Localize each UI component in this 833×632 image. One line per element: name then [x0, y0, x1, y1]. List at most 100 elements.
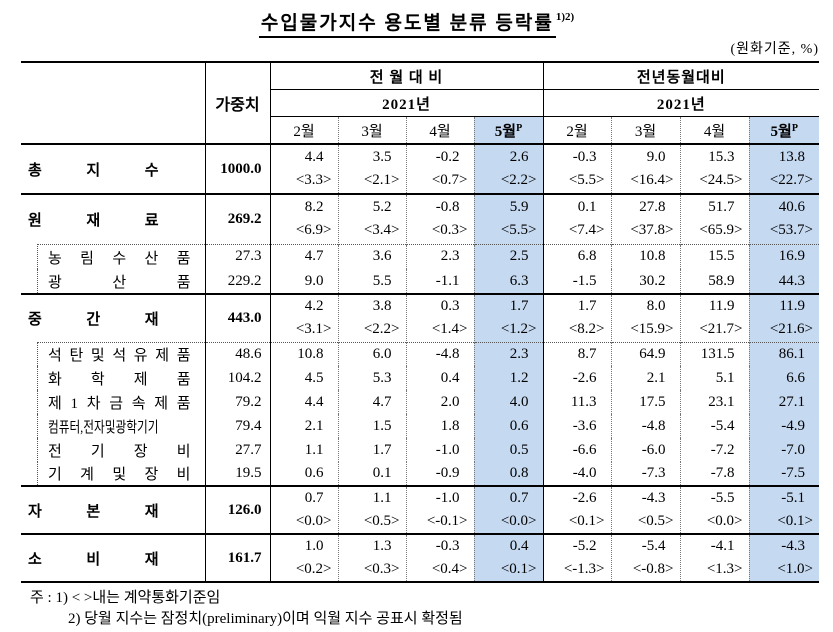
yoy-value-cell: -2.6 <0.1> [542, 485, 612, 534]
mom-value-cell: 5.2 <3.4> [337, 193, 406, 244]
mom-value-cell: -4.8 [405, 341, 474, 366]
percent-change-value: 58.9 [708, 272, 735, 289]
mom-value-cell: 3.5 <2.1> [337, 144, 406, 194]
percent-change-value: 1.0 [304, 538, 324, 554]
percent-change-value: 0.3 [440, 298, 460, 315]
month-header: 2월 [269, 116, 338, 145]
mom-value-cell: -1.0 [405, 438, 474, 462]
percent-change-value: 2.6 [509, 149, 529, 165]
yoy-value-cell: -1.5 [542, 269, 612, 294]
row-label-cell: 컴퓨터,전자및광학기기 [21, 414, 205, 438]
table-row: 석 탄 및 석 유 제 품 48.6 10.8 6.0 -4.8 2.3 8.7 64.9 13… [21, 341, 820, 366]
percent-change-value: 2.0 [440, 393, 460, 410]
category-label-wrap: 원 재 료 [21, 195, 205, 244]
mom-value-cell: -1.1 [405, 269, 474, 294]
percent-change-value: 13.8 [778, 149, 806, 165]
percent-change-value: 1.2 [509, 369, 529, 386]
weight-cell: 161.7 [204, 533, 270, 583]
contract-currency-value: <-0.1> [426, 513, 468, 529]
mom-value-cell: 0.7 <0.0> [269, 485, 338, 534]
row-label: 중 간 재 [28, 312, 159, 328]
percent-change-value: 2.1 [304, 417, 324, 434]
percent-change-value: 1.3 [372, 538, 392, 554]
contract-currency-value: <5.5> [500, 222, 537, 239]
yoy-value-cell: -2.6 [542, 366, 612, 390]
mom-value-cell: 0.3 <1.4> [405, 293, 474, 342]
month-header: 3월 [610, 116, 681, 145]
percent-change-value: -0.3 [435, 538, 460, 554]
weight-column-header: 가중치 [204, 62, 270, 145]
corner-cell [21, 62, 205, 145]
subcategory-label-wrap: 컴퓨터,전자및광학기기 [37, 414, 205, 438]
contract-currency-value: <-0.8> [632, 561, 674, 577]
yoy-value-cell: 2.1 [610, 366, 681, 390]
mom-value-cell: 4.7 [269, 243, 338, 269]
percent-change-value: 5.3 [372, 369, 392, 386]
percent-change-value: 1.1 [372, 490, 392, 506]
mom-value-cell: 2.3 [473, 341, 544, 366]
footnote-item: 2) 당월 지수는 잠정치(preliminary)이며 익월 지수 공표시 확… [68, 611, 463, 627]
mom-value-cell: 0.7 <0.0> [473, 485, 544, 534]
row-label: 소 비 재 [28, 551, 159, 568]
contract-currency-value: <0.5> [637, 513, 674, 529]
percent-change-value: -4.3 [781, 538, 806, 554]
row-label: 제 1 차 금 속 제 품 [48, 395, 191, 412]
mom-value-cell: 0.4 <0.1> [473, 533, 544, 583]
yoy-value-cell: 8.0 <15.9> [610, 293, 681, 342]
percent-change-value: -0.9 [435, 465, 460, 481]
percent-change-value: -0.2 [435, 149, 460, 165]
percent-change-value: 11.3 [570, 393, 597, 410]
yoy-value-cell: 15.3 <24.5> [679, 144, 750, 194]
percent-change-value: 2.3 [509, 345, 529, 362]
yoy-value-cell: 30.2 [610, 269, 681, 294]
yoy-value-cell: -7.2 [679, 438, 750, 462]
percent-change-value: -5.4 [710, 417, 735, 434]
yoy-value-cell: 131.5 [679, 341, 750, 366]
year-header-yoy: 2021년 [542, 89, 820, 117]
yoy-value-cell: 11.9 <21.6> [748, 293, 820, 342]
contract-currency-value: <65.9> [699, 222, 743, 239]
percent-change-value: 30.2 [639, 272, 666, 289]
contract-currency-value: <-1.3> [563, 561, 605, 577]
row-label: 자 본 재 [28, 503, 159, 520]
subcategory-label-wrap: 농 림 수 산 품 [37, 244, 205, 269]
contract-currency-value: <6.9> [295, 222, 332, 239]
mom-value-cell: 3.8 <2.2> [337, 293, 406, 342]
percent-change-value: 11.9 [779, 298, 806, 315]
row-label-cell: 전 기 장 비 [21, 438, 205, 462]
percent-change-value: 0.8 [509, 465, 529, 481]
contract-currency-value: <3.4> [363, 222, 400, 239]
percent-change-value: -1.5 [572, 272, 597, 289]
percent-change-value: 0.4 [509, 538, 529, 554]
contract-currency-value: <1.4> [431, 321, 468, 338]
percent-change-value: 4.7 [372, 393, 392, 410]
contract-currency-value: <2.2> [363, 321, 400, 338]
mom-value-cell: 1.5 [337, 414, 406, 438]
yoy-value-cell: -4.3 <0.5> [610, 485, 681, 534]
category-label-wrap: 총 지 수 [21, 145, 205, 193]
mom-value-cell: 1.3 <0.3> [337, 533, 406, 583]
title-area: 수입물가지수 용도별 분류 등락률 1)2) [0, 0, 833, 38]
yoy-value-cell: 5.1 [679, 366, 750, 390]
row-label: 화 학 제 품 [48, 371, 191, 388]
row-label: 광 산 품 [48, 274, 191, 291]
mom-value-cell: 5.9 <5.5> [473, 193, 544, 244]
contract-currency-value: <3.3> [295, 172, 332, 188]
mom-value-cell: 6.3 [473, 269, 544, 294]
mom-value-cell: 0.1 [337, 462, 406, 486]
row-label-cell: 기 계 및 장 비 [21, 462, 205, 486]
yoy-value-cell: 64.9 [610, 341, 681, 366]
percent-change-value: -4.8 [435, 345, 460, 362]
yoy-value-cell: 86.1 [748, 341, 820, 366]
row-label-cell: 중 간 재 [21, 293, 205, 342]
percent-change-value: -7.3 [641, 465, 666, 481]
row-label: 농 림 수 산 품 [48, 250, 191, 267]
contract-currency-value: <2.1> [363, 172, 400, 188]
table-row: 농 림 수 산 품 27.3 4.7 3.6 2.3 2.5 6.8 10.8 15.5 16.9 [21, 243, 820, 269]
contract-currency-value: <1.2> [500, 321, 537, 338]
percent-change-value: 1.7 [577, 298, 597, 315]
contract-currency-value: <0.3> [363, 561, 400, 577]
footnotes: 주 : 1) < >내는 계약통화기준임 2) 당월 지수는 잠정치(preli… [30, 588, 833, 630]
yoy-value-cell: -4.8 [610, 414, 681, 438]
mom-value-cell: 2.5 [473, 243, 544, 269]
